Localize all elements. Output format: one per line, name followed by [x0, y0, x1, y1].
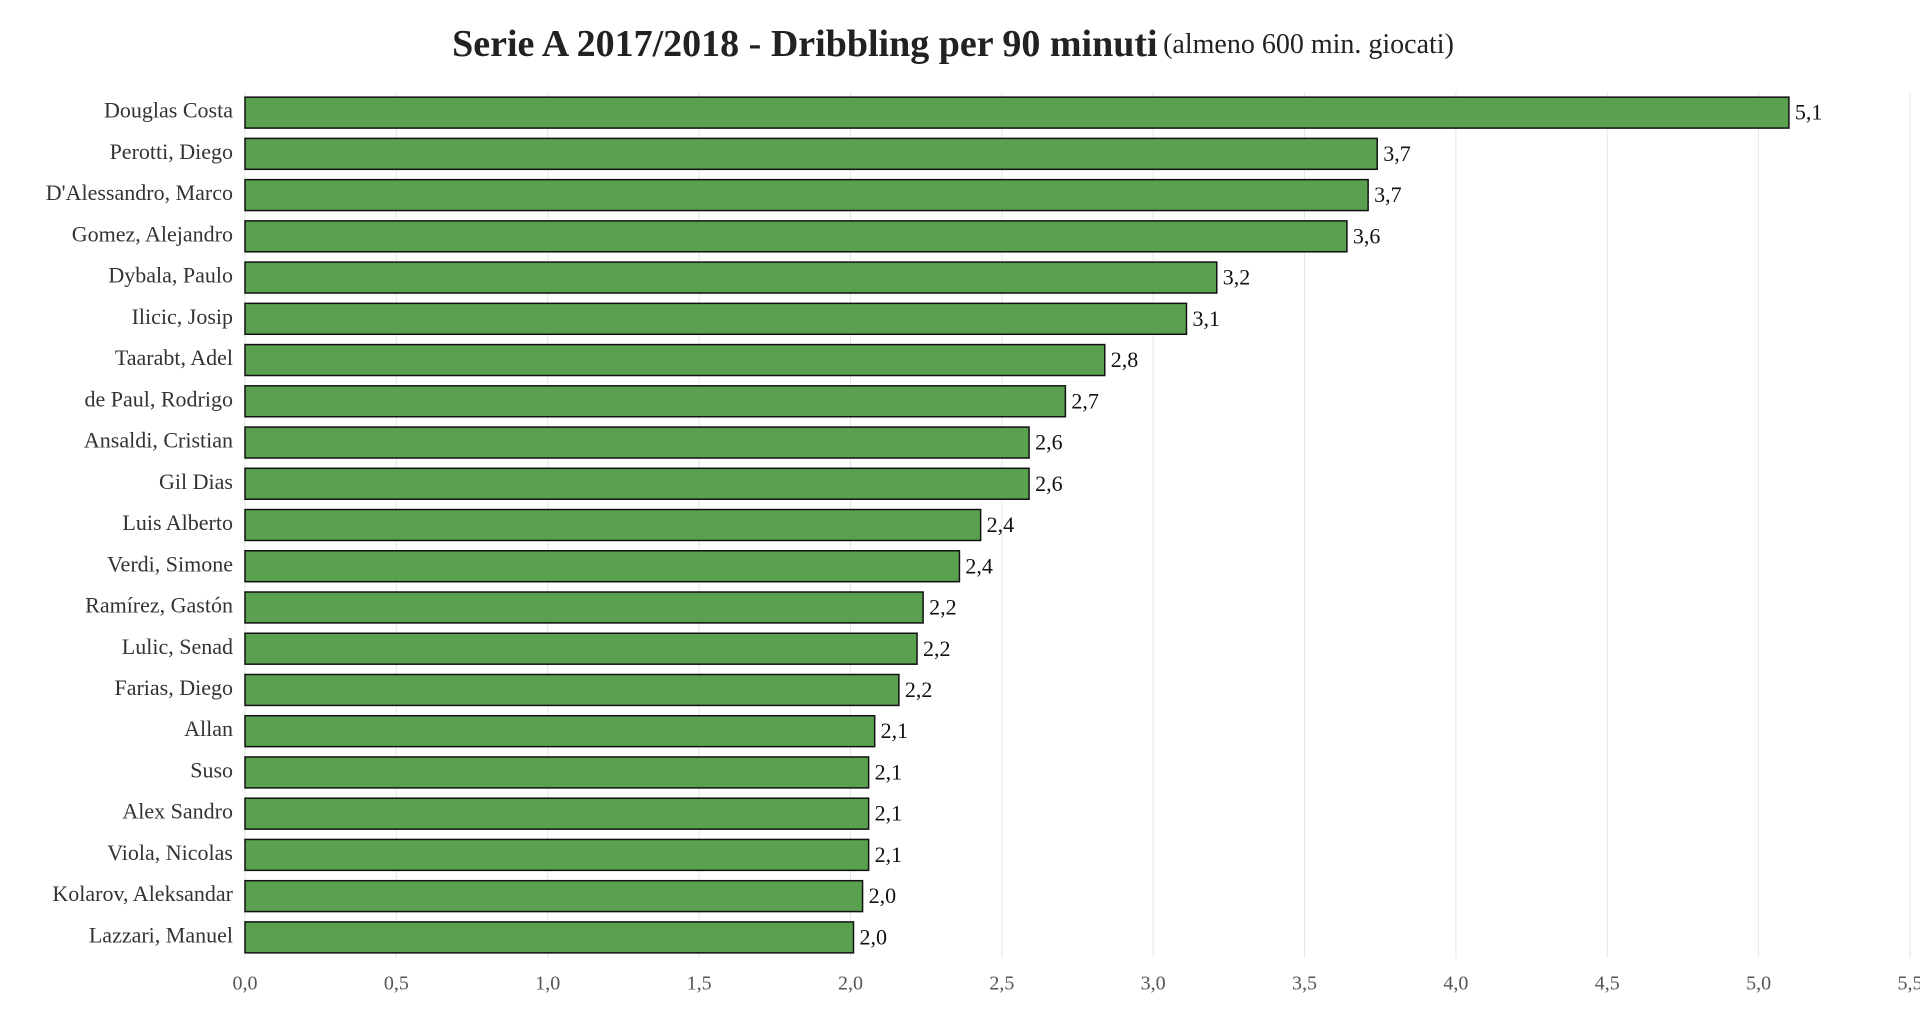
y-tick-label: Farias, Diego [114, 675, 233, 700]
y-tick-label: Kolarov, Aleksandar [52, 881, 233, 906]
x-tick-label: 1,0 [535, 973, 560, 995]
value-label: 2,4 [965, 553, 993, 578]
bar [244, 178, 1369, 212]
value-label: 2,1 [875, 801, 903, 826]
bar [244, 591, 924, 624]
y-tick-label: Allan [184, 716, 233, 741]
chart-title-line: Serie A 2017/2018 - Dribbling per 90 min… [452, 23, 1454, 65]
x-tick-label: 0,5 [384, 973, 409, 995]
y-tick-label: Dybala, Paulo [108, 263, 233, 288]
y-tick-label: Gomez, Alejandro [72, 221, 233, 246]
bar [244, 879, 864, 913]
x-tick-label: 1,5 [687, 973, 712, 995]
value-label: 2,2 [929, 595, 957, 620]
value-label: 2,6 [1035, 471, 1063, 496]
value-label: 2,0 [869, 883, 897, 908]
chart-title: Serie A 2017/2018 - Dribbling per 90 min… [452, 23, 1158, 65]
y-tick-label: D'Alessandro, Marco [46, 180, 233, 205]
value-label: 2,0 [859, 924, 887, 949]
bar [244, 467, 1030, 500]
y-tick-label: Ilicic, Josip [132, 304, 233, 329]
bar [244, 137, 1378, 171]
bar [244, 838, 870, 872]
value-label: 2,7 [1071, 388, 1099, 413]
bar [244, 797, 870, 830]
bar [244, 426, 1030, 459]
value-label: 3,2 [1223, 265, 1251, 290]
y-tick-label: Lazzari, Manuel [89, 922, 233, 947]
bar [244, 632, 918, 665]
value-label: 2,8 [1111, 347, 1139, 372]
value-label: 3,6 [1353, 223, 1381, 248]
bar [244, 756, 870, 789]
chart-subtitle: (almeno 600 min. giocati) [1163, 29, 1454, 60]
bar [244, 385, 1067, 418]
value-label: 2,2 [923, 636, 951, 661]
x-tick-label: 4,0 [1443, 973, 1468, 995]
bar [244, 302, 1188, 336]
y-tick-label: Luis Alberto [122, 510, 233, 535]
bar [244, 261, 1218, 294]
value-label: 2,1 [881, 718, 909, 743]
y-tick-label: Douglas Costa [104, 98, 233, 123]
bar [244, 921, 855, 954]
x-tick-label: 2,0 [838, 973, 863, 995]
bar [244, 508, 982, 542]
y-tick-label: Perotti, Diego [110, 139, 233, 164]
y-tick-label: Gil Dias [159, 469, 233, 494]
bar [244, 714, 876, 748]
x-tick-label: 3,5 [1292, 973, 1317, 995]
value-label: 2,4 [987, 512, 1015, 537]
x-tick-label: 3,0 [1141, 973, 1166, 995]
y-tick-label: Viola, Nicolas [107, 840, 233, 865]
x-tick-label: 5,5 [1898, 973, 1920, 995]
value-label: 2,1 [875, 842, 903, 867]
bar [244, 96, 1790, 129]
x-tick-label: 4,5 [1595, 973, 1620, 995]
value-label: 2,6 [1035, 430, 1063, 455]
value-label: 3,7 [1374, 182, 1402, 207]
bar [244, 220, 1348, 253]
y-tick-label: Lulic, Senad [122, 634, 233, 659]
value-label: 3,1 [1192, 306, 1220, 331]
bar [244, 550, 961, 583]
bar [244, 343, 1106, 377]
y-tick-label: Ramírez, Gastón [85, 593, 233, 618]
x-tick-label: 5,0 [1746, 973, 1771, 995]
y-tick-label: Taarabt, Adel [115, 345, 233, 370]
y-tick-label: Verdi, Simone [107, 551, 233, 576]
y-tick-label: de Paul, Rodrigo [85, 386, 234, 411]
value-label: 2,2 [905, 677, 933, 702]
bar [244, 673, 900, 707]
value-label: 5,1 [1795, 100, 1823, 125]
value-label: 3,7 [1383, 141, 1411, 166]
value-label: 2,1 [875, 759, 903, 784]
x-tick-label: 2,5 [989, 973, 1014, 995]
y-tick-label: Suso [190, 757, 233, 782]
y-tick-label: Alex Sandro [122, 799, 233, 824]
x-tick-label: 0,0 [233, 973, 258, 995]
y-tick-label: Ansaldi, Cristian [84, 428, 233, 453]
